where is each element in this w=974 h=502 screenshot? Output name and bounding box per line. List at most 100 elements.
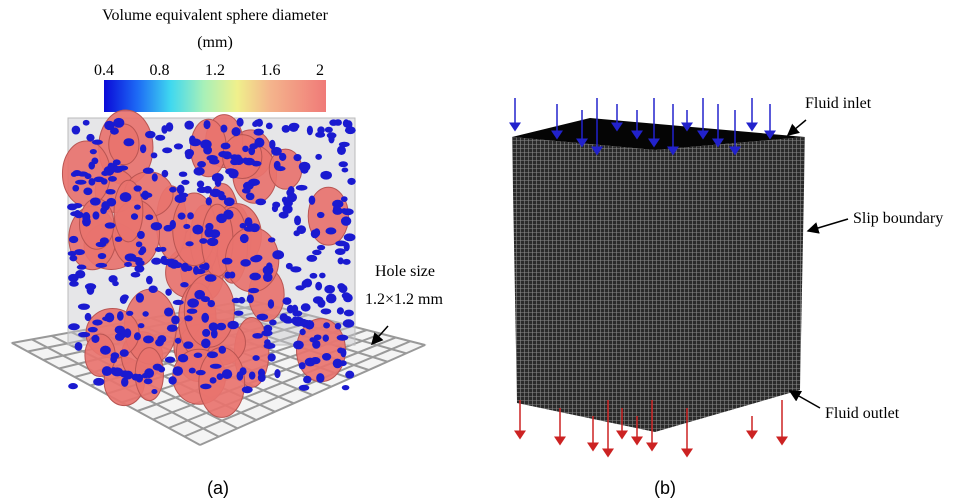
small-particle: [242, 146, 249, 153]
small-particle: [207, 351, 218, 358]
small-particle: [105, 189, 115, 195]
small-particle: [254, 138, 264, 148]
small-particle: [275, 166, 285, 171]
small-particle: [124, 328, 131, 337]
small-particle: [207, 300, 215, 307]
colorbar-tick-label: 2: [316, 62, 324, 79]
arrow: [788, 120, 806, 135]
small-particle: [294, 215, 301, 225]
small-particle: [140, 144, 146, 153]
small-particle: [254, 129, 264, 136]
small-particle: [269, 140, 275, 149]
small-particle: [173, 366, 184, 376]
small-particle: [296, 185, 308, 191]
small-particle: [98, 253, 107, 259]
small-particle: [310, 273, 318, 279]
small-particle: [194, 167, 205, 176]
small-particle: [306, 255, 317, 262]
small-particle: [75, 180, 86, 185]
small-particle: [164, 307, 173, 316]
small-particle: [158, 366, 165, 372]
small-particle: [325, 227, 336, 234]
small-particle: [142, 311, 148, 317]
small-particle: [320, 171, 332, 180]
colorbar-tick-label: 0.8: [150, 62, 170, 79]
small-particle: [246, 193, 255, 201]
small-particle: [234, 310, 244, 315]
small-particle: [321, 308, 332, 314]
small-particle: [201, 339, 210, 349]
small-particle: [110, 355, 117, 363]
small-particle: [327, 132, 337, 138]
small-particle: [317, 212, 324, 218]
small-particle: [120, 349, 129, 357]
small-particle: [315, 154, 322, 160]
small-particle: [93, 378, 104, 386]
small-particle: [68, 323, 80, 330]
small-particle: [137, 231, 145, 239]
small-particle: [136, 241, 143, 247]
small-particle: [345, 120, 353, 129]
small-particle: [310, 357, 320, 364]
small-particle: [143, 168, 154, 174]
small-particle: [317, 245, 325, 250]
small-particle: [77, 265, 87, 270]
small-particle: [138, 323, 145, 328]
small-particle: [289, 123, 300, 130]
small-particle: [169, 187, 176, 193]
small-particle: [254, 119, 263, 126]
small-particle: [342, 167, 349, 172]
small-particle: [68, 383, 78, 389]
small-particle: [266, 123, 273, 130]
small-particle: [216, 191, 225, 197]
small-particle: [189, 368, 196, 374]
small-particle: [339, 284, 348, 293]
small-particle: [313, 228, 320, 237]
small-particle: [210, 325, 218, 332]
small-particle: [143, 336, 154, 344]
small-particle: [206, 197, 212, 205]
small-particle: [88, 327, 98, 333]
small-particle: [323, 335, 329, 342]
small-particle: [178, 213, 186, 220]
small-particle: [326, 293, 337, 303]
small-particle: [317, 126, 325, 133]
small-particle: [342, 385, 350, 390]
small-particle: [166, 122, 174, 131]
small-particle: [194, 290, 205, 300]
small-particle: [184, 121, 193, 130]
small-particle: [175, 194, 186, 202]
small-particle: [203, 263, 210, 271]
small-particle: [242, 386, 253, 393]
small-particle: [78, 332, 90, 338]
small-particle: [293, 154, 301, 161]
small-particle: [333, 205, 341, 212]
small-particle: [249, 371, 256, 379]
small-particle: [252, 333, 263, 339]
colorbar-ticks: 0.40.81.21.62: [94, 62, 324, 79]
small-particle: [216, 214, 227, 224]
small-particle: [152, 173, 158, 181]
small-particle: [151, 258, 161, 265]
small-particle: [286, 263, 293, 269]
small-particle: [100, 237, 109, 244]
small-particle: [69, 255, 77, 261]
small-particle: [82, 212, 90, 222]
small-particle: [224, 197, 235, 206]
small-particle: [167, 324, 178, 331]
small-particle: [205, 223, 213, 231]
small-particle: [312, 250, 322, 255]
small-particle: [95, 263, 107, 268]
small-particle: [282, 205, 292, 214]
small-particle: [301, 303, 311, 311]
small-particle: [193, 266, 199, 275]
small-particle: [212, 173, 224, 182]
small-particle: [209, 159, 220, 165]
small-particle: [184, 315, 192, 321]
small-particle: [299, 329, 305, 336]
small-particle: [337, 146, 346, 155]
small-particle: [337, 348, 344, 354]
small-particle: [335, 248, 346, 255]
small-particle: [87, 285, 95, 294]
small-particle: [75, 342, 83, 351]
